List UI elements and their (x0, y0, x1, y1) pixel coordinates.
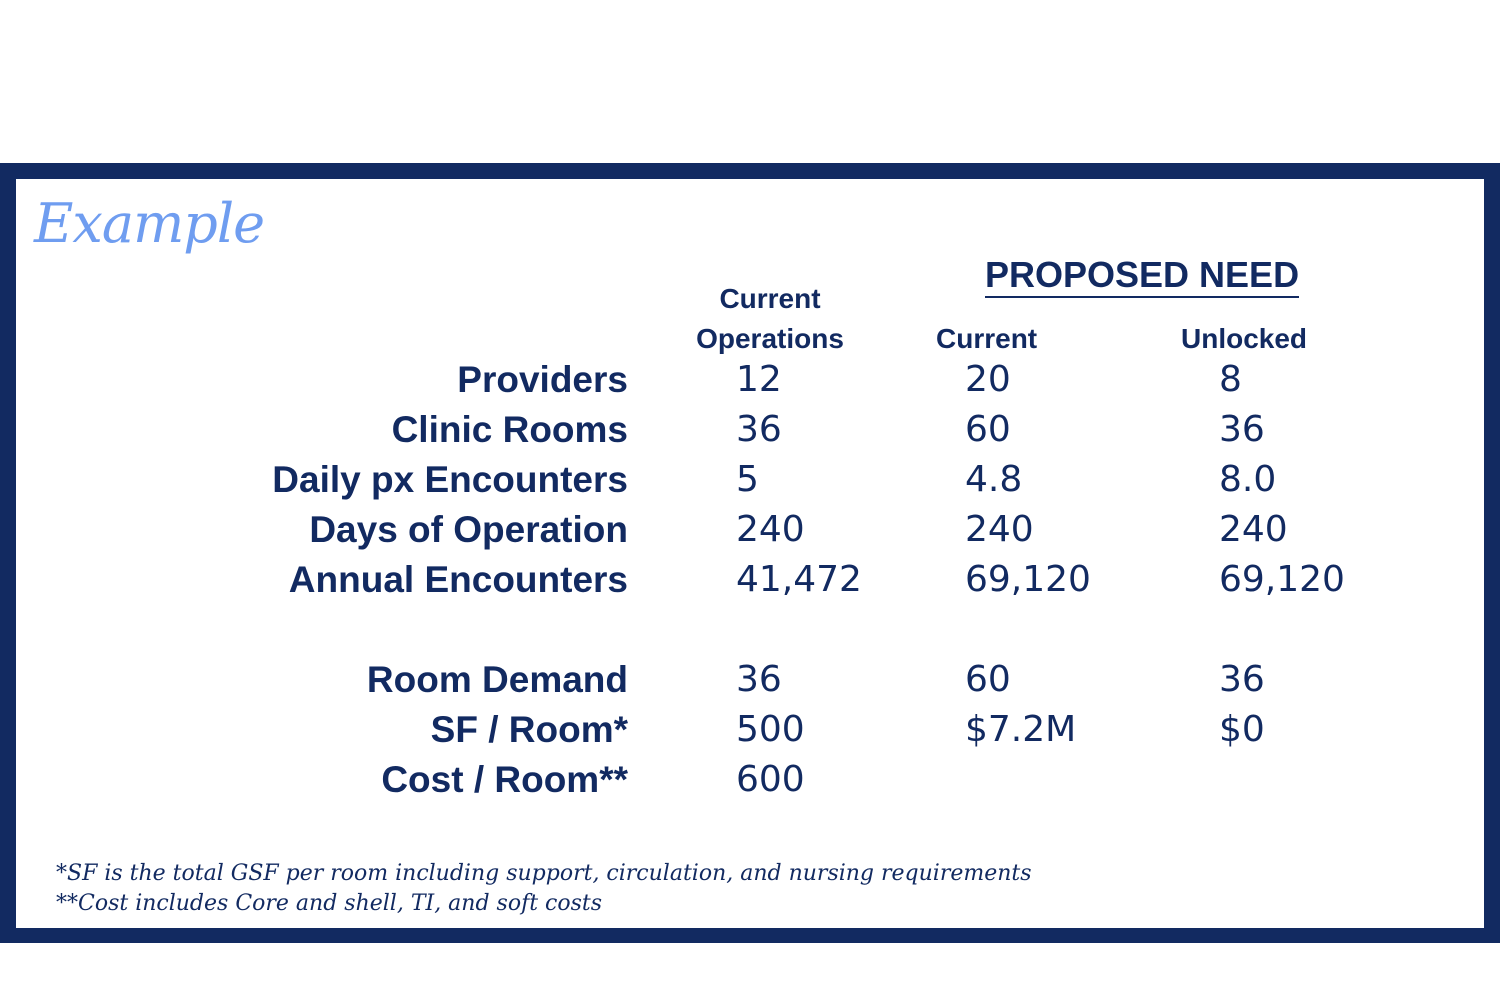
table-panel: Example Current Operations PROPOSED NEED… (16, 179, 1484, 928)
header-proposed-need: PROPOSED NEED (985, 255, 1300, 298)
footnote-sf: *SF is the total GSF per room including … (56, 861, 1032, 886)
row-label-sf-per-room: SF / Room* (430, 709, 628, 750)
cell-unlocked: 8.0 (1219, 459, 1277, 500)
cell-unlocked: 8 (1219, 359, 1242, 400)
cell-current: 20 (965, 359, 1011, 400)
header-current-operations-line1: Current (719, 283, 821, 314)
header-current-operations: Current Operations (666, 279, 874, 359)
cell-current-operations: 41,472 (736, 559, 862, 600)
cell-current: 60 (965, 659, 1011, 700)
cell-current-operations: 36 (736, 659, 782, 700)
cell-unlocked: 69,120 (1219, 559, 1345, 600)
table-frame: Example Current Operations PROPOSED NEED… (0, 163, 1500, 943)
row-label-room-demand: Room Demand (366, 659, 628, 700)
cell-current: 69,120 (965, 559, 1091, 600)
row-label-annual-encounters: Annual Encounters (288, 559, 628, 600)
cell-unlocked: 36 (1219, 659, 1265, 700)
cell-unlocked: 240 (1219, 509, 1288, 550)
row-label-providers: Providers (457, 359, 628, 400)
row-label-daily-px-encounters: Daily px Encounters (272, 459, 628, 500)
header-proposed-current: Current (936, 323, 1038, 354)
row-label-days-of-operation: Days of Operation (309, 509, 628, 550)
example-title: Example (34, 192, 265, 255)
header-proposed-unlocked: Unlocked (1181, 323, 1308, 354)
cell-current-operations: 5 (736, 459, 759, 500)
row-label-clinic-rooms: Clinic Rooms (391, 409, 628, 450)
cell-current-operations: 36 (736, 409, 782, 450)
cell-current-operations: 500 (736, 709, 805, 750)
row-label-cost-per-room: Cost / Room** (381, 759, 628, 800)
cell-unlocked: $0 (1219, 709, 1265, 750)
cell-unlocked: 36 (1219, 409, 1265, 450)
cell-current: 240 (965, 509, 1034, 550)
cell-current-operations: 240 (736, 509, 805, 550)
cell-current-operations: 12 (736, 359, 782, 400)
cell-current-operations: 600 (736, 759, 805, 800)
footnote-cost: **Cost includes Core and shell, TI, and … (56, 891, 603, 916)
cell-current: $7.2M (965, 709, 1077, 750)
cell-current: 4.8 (965, 459, 1023, 500)
cell-current: 60 (965, 409, 1011, 450)
header-current-operations-line2: Operations (696, 323, 844, 354)
